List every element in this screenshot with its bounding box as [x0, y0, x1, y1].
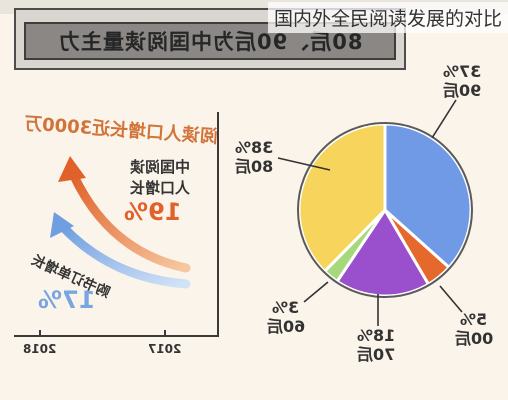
reading-arrow-head [58, 156, 86, 182]
leader-00 [439, 285, 463, 313]
leader-90 [431, 99, 457, 139]
x-tick-label-2018: 2018 [23, 342, 57, 356]
reading-growth-value: 19% [124, 198, 182, 226]
pie-label-90: 37% 90后 [442, 62, 482, 100]
reading-growth-arrow [69, 171, 191, 273]
leader-80 [277, 157, 331, 171]
pie-slice-0 [383, 122, 473, 270]
pie-label-60: 3% 60后 [266, 298, 306, 336]
pie-label-00: 5% 00后 [454, 310, 494, 348]
reading-growth-headline: 阅读人口增长近3000万 [23, 113, 219, 148]
pie-chart [297, 122, 473, 298]
pie-label-70: 18% 70后 [356, 326, 396, 364]
reading-label-line1: 中国阅读 [129, 158, 190, 176]
orders-arrow-head [50, 212, 74, 238]
x-tick-label-2017: 2017 [148, 342, 182, 356]
reading-label-line2: 人口增长 [129, 179, 190, 197]
orders-growth-arrow [59, 223, 191, 289]
pie-label-80: 38% 80后 [234, 138, 274, 176]
pie-slice-4 [297, 122, 387, 274]
orders-growth-value: 17% [38, 286, 96, 314]
pie-slice-2 [335, 207, 431, 298]
page-title: 国内外全民阅读发展的对比 [267, 2, 508, 33]
orders-growth-label: 购书订单增长 [28, 252, 113, 302]
pie-outline [297, 122, 473, 298]
leader-60 [303, 281, 329, 303]
